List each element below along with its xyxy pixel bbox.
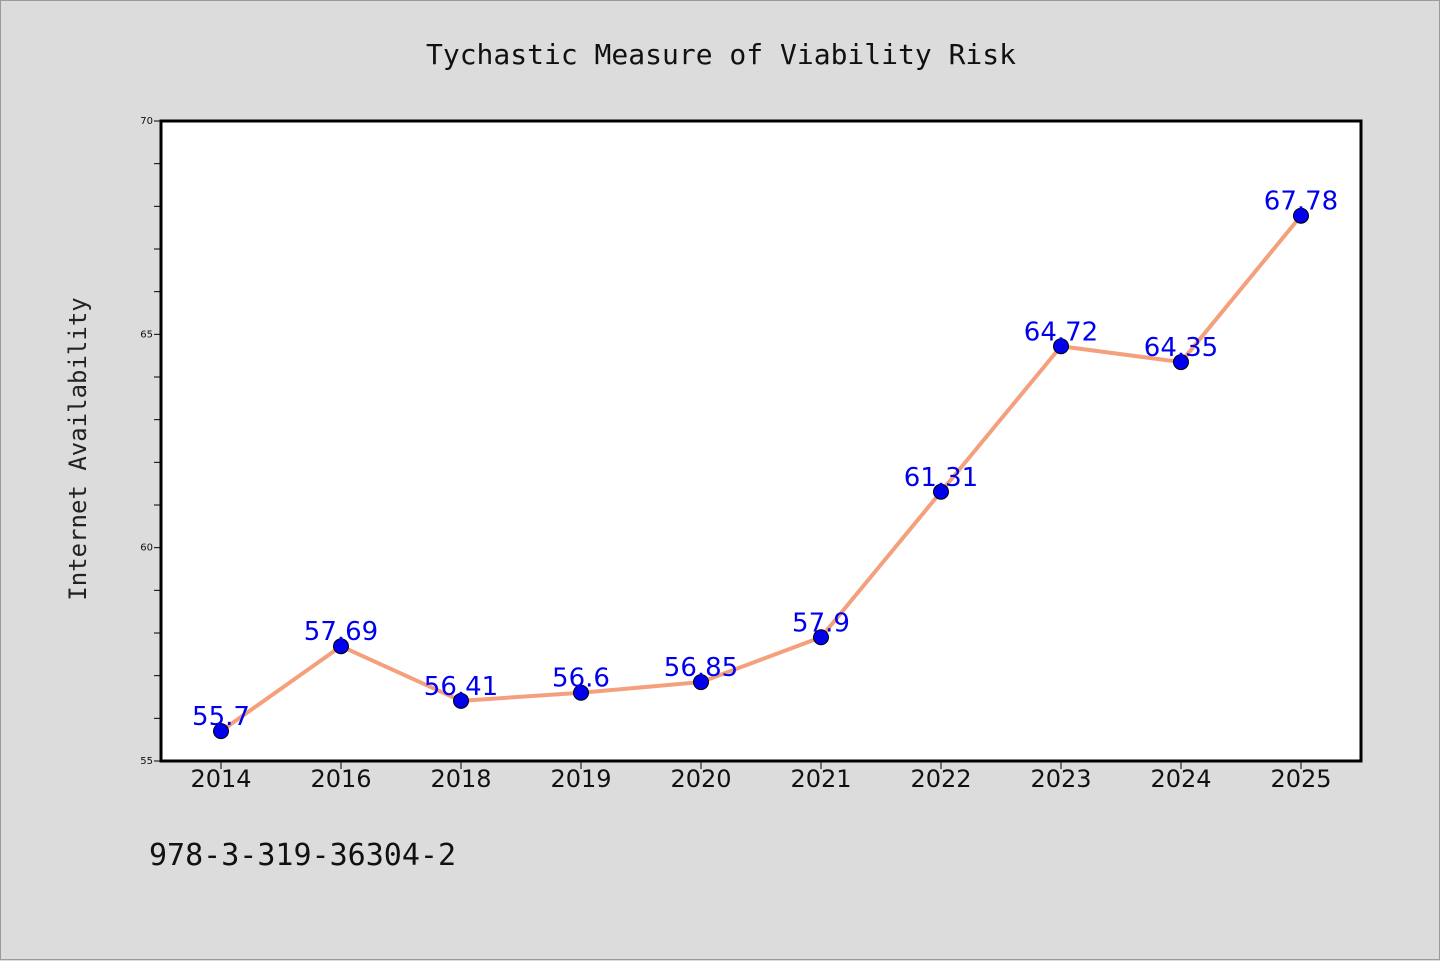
data-label: 67.78 [1264,187,1338,217]
y-axis-label: Internet Availability [64,297,92,600]
data-point [333,638,349,655]
series-line [219,214,1303,733]
data-point [1173,354,1189,371]
y-tick-label: 55 [140,756,153,767]
x-tick-label: 2023 [1030,765,1091,793]
data-label: 57.9 [792,608,850,638]
data-point [1053,338,1069,355]
x-tick-label: 2022 [910,765,971,793]
data-label: 64.72 [1024,317,1098,347]
x-tick-label: 2021 [790,765,851,793]
data-point [573,684,589,701]
x-tick-label: 2018 [430,765,491,793]
data-label: 61.31 [904,463,978,493]
data-label: 56.41 [424,672,498,702]
x-tick-label: 2019 [550,765,611,793]
data-point [813,629,829,646]
data-label: 55.7 [192,702,250,732]
y-tick-label: 60 [140,543,153,554]
data-label: 56.6 [552,664,610,694]
chart-title: Tychastic Measure of Viability Risk [426,38,1016,71]
data-point [453,692,469,709]
footnote: 978-3-319-36304-2 [149,838,456,873]
x-tick-label: 2020 [670,765,731,793]
data-point [1293,207,1309,224]
y-tick-label: 65 [140,329,153,340]
x-tick-label: 2024 [1150,765,1211,793]
y-tick-label: 70 [140,116,153,127]
x-tick-label: 2025 [1270,765,1331,793]
data-label: 64.35 [1144,333,1218,363]
data-point [693,674,709,691]
x-tick-label: 2014 [190,765,251,793]
data-markers [213,207,1309,740]
data-point [933,483,949,500]
data-label: 57.69 [304,617,378,647]
x-tick-label: 2016 [310,765,371,793]
x-axis: 2014 2016 2018 2019 2020 2021 2022 2023 2024 2025 [190,761,1332,793]
data-label: 56.85 [664,653,738,683]
data-labels: 55.7 57.69 56.41 56.6 56.85 57.9 61.31 64.72 64.… [192,187,1338,732]
y-axis: 55 60 65 70 [140,116,161,767]
data-point [213,723,229,740]
plot-area [159,119,1363,763]
